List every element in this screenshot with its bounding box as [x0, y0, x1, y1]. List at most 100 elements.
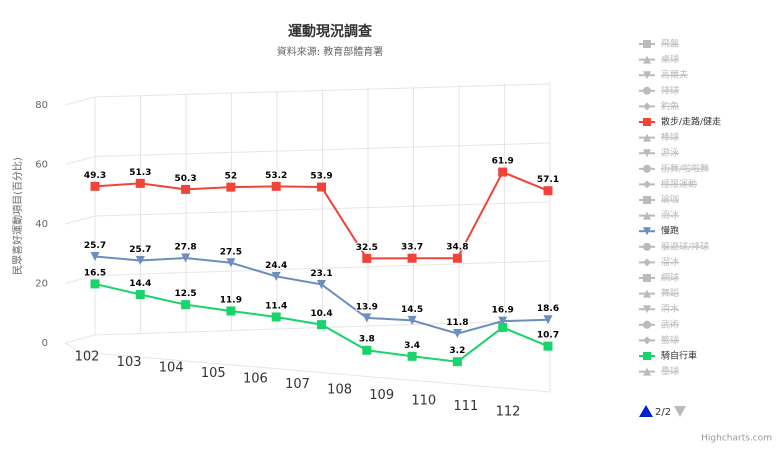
- data-label: 50.3: [174, 174, 196, 184]
- data-point: [317, 279, 326, 289]
- data-label: 18.6: [537, 304, 559, 314]
- data-point: [226, 182, 236, 192]
- data-label: 27.5: [220, 247, 242, 257]
- grid-line: [64, 83, 551, 106]
- credits[interactable]: Highcharts.com: [701, 434, 772, 444]
- data-point: [407, 315, 417, 325]
- y-tick-label: 0: [42, 338, 48, 349]
- data-point: [135, 290, 145, 300]
- legend-item[interactable]: 網球: [661, 272, 679, 284]
- legend-symbol: [643, 118, 651, 126]
- legend-symbol: [643, 211, 651, 220]
- y-tick-label: 60: [35, 160, 48, 171]
- legend-item[interactable]: 躲避球/排球: [661, 240, 709, 252]
- x-tick-label: 105: [201, 366, 226, 381]
- legend-page: 2/2: [655, 407, 671, 418]
- legend-symbol: [643, 305, 651, 314]
- data-label: 10.4: [310, 309, 332, 319]
- legend-item[interactable]: 釣魚: [661, 100, 679, 112]
- legend-symbol: [643, 71, 651, 80]
- legend-item[interactable]: 游泳: [661, 147, 679, 159]
- data-point: [362, 253, 372, 263]
- legend-symbol: [643, 40, 651, 48]
- data-point: [362, 313, 372, 323]
- x-tick-label: 112: [496, 405, 521, 420]
- legend-item[interactable]: 棒球: [661, 131, 679, 143]
- legend-page-up[interactable]: [639, 405, 653, 417]
- y-tick-label: 20: [35, 279, 48, 290]
- legend-symbol: [643, 86, 651, 95]
- data-point: [181, 300, 191, 310]
- legend-item[interactable]: 街舞/啦啦舞: [661, 162, 709, 174]
- legend-item[interactable]: 籃球: [661, 334, 679, 346]
- data-point: [181, 184, 191, 194]
- legend-item[interactable]: 飛盤: [661, 38, 679, 50]
- data-point: [271, 271, 281, 281]
- chart-subtitle: 資料來源: 教育部體育署: [277, 45, 384, 58]
- x-tick-label: 110: [411, 394, 436, 409]
- data-point: [90, 279, 100, 289]
- x-tick-label: 111: [453, 399, 478, 414]
- data-label: 13.9: [356, 302, 378, 312]
- legend-item[interactable]: 高爾夫: [661, 69, 688, 81]
- legend-item[interactable]: 桌球: [661, 53, 679, 65]
- x-tick-label: 102: [75, 350, 100, 365]
- data-label: 51.3: [129, 168, 151, 178]
- data-point: [135, 255, 145, 265]
- data-point: [226, 306, 236, 316]
- data-point: [452, 357, 462, 367]
- x-tick-label: 104: [159, 361, 184, 376]
- legend-symbol: [643, 133, 651, 142]
- data-point: [407, 253, 417, 263]
- legend-symbol: [643, 196, 651, 204]
- legend-item[interactable]: 騎自行車: [661, 350, 697, 362]
- data-label: 27.8: [174, 243, 196, 253]
- data-label: 10.7: [537, 331, 559, 341]
- data-point: [317, 320, 326, 330]
- x-tick-label: 106: [243, 372, 268, 387]
- legend-item[interactable]: 溜冰: [661, 256, 679, 268]
- x-tick-label: 109: [369, 388, 394, 403]
- legend-item[interactable]: 極限運動: [661, 178, 697, 190]
- legend-item[interactable]: 滑水: [661, 303, 679, 315]
- legend-symbol: [643, 242, 651, 251]
- legend-symbol: [643, 367, 651, 376]
- data-label: 3.4: [404, 341, 420, 351]
- y-tick-label: 40: [35, 219, 48, 230]
- data-point: [271, 312, 281, 322]
- data-label: 53.9: [310, 172, 332, 182]
- data-point: [226, 258, 236, 268]
- legend-item[interactable]: 瑜珈: [661, 194, 679, 206]
- data-point: [452, 253, 462, 263]
- legend-item[interactable]: 排球: [661, 84, 679, 96]
- data-label: 16.5: [84, 268, 106, 278]
- data-point: [498, 322, 508, 332]
- legend-item[interactable]: 壘球: [661, 365, 679, 377]
- data-label: 34.8: [446, 243, 468, 253]
- data-label: 52: [225, 172, 238, 182]
- data-label: 25.7: [129, 245, 151, 255]
- legend-symbol: [643, 320, 651, 329]
- data-label: 12.5: [174, 289, 196, 299]
- data-point: [90, 252, 100, 262]
- data-point: [452, 329, 462, 339]
- grid-line: [64, 142, 551, 165]
- y-tick-label: 80: [35, 100, 48, 111]
- data-point: [407, 351, 417, 361]
- data-point: [543, 341, 553, 351]
- data-label: 3.2: [449, 346, 465, 356]
- legend-item[interactable]: 慢跑: [661, 225, 679, 237]
- legend-item[interactable]: 舞蹈: [661, 288, 679, 299]
- legend-item[interactable]: 滑冰: [661, 209, 679, 221]
- data-point: [498, 167, 508, 177]
- grid-line: [64, 319, 551, 344]
- y-axis-label: 民眾喜好運動項目(百分比): [11, 157, 24, 275]
- data-point: [135, 178, 145, 188]
- legend-item[interactable]: 武術: [661, 318, 679, 330]
- legend-page-down[interactable]: [674, 406, 686, 417]
- data-label: 61.9: [492, 157, 514, 167]
- legend-symbol: [643, 227, 651, 236]
- legend-item[interactable]: 散步/走路/健走: [661, 116, 721, 128]
- legend-symbol: [643, 289, 651, 298]
